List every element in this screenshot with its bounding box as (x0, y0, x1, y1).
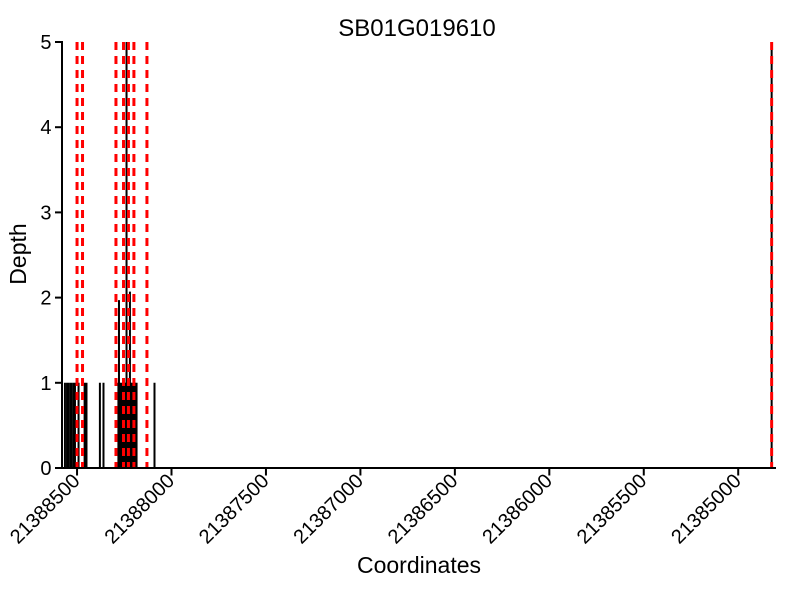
x-tick-label: 21387000 (289, 470, 367, 548)
x-tick-label: 21387500 (195, 470, 273, 548)
bars-layer (63, 42, 773, 468)
x-tick-label: 21388500 (6, 470, 84, 548)
x-tick-label: 21386500 (384, 470, 462, 548)
x-tick-label: 21385000 (667, 470, 745, 548)
x-tick-label: 21388000 (101, 470, 179, 548)
boundaries-layer (75, 42, 774, 468)
x-tick-label: 21386000 (478, 470, 556, 548)
y-axis-label: Depth (5, 223, 31, 284)
x-axis: 21388500 21388000 21387500 21387000 21386500… (6, 467, 776, 548)
y-tick-label: 4 (40, 117, 51, 139)
x-axis-label: Coordinates (357, 552, 481, 578)
y-tick-label: 5 (40, 32, 51, 54)
y-tick-label: 0 (40, 458, 51, 480)
chart-title: SB01G019610 (338, 15, 495, 42)
y-tick-label: 3 (40, 202, 51, 224)
x-tick-label: 21385500 (573, 470, 651, 548)
y-tick-label: 1 (40, 373, 51, 395)
y-tick-label: 2 (40, 288, 51, 310)
y-axis: 0 1 2 3 4 5 (40, 32, 63, 480)
